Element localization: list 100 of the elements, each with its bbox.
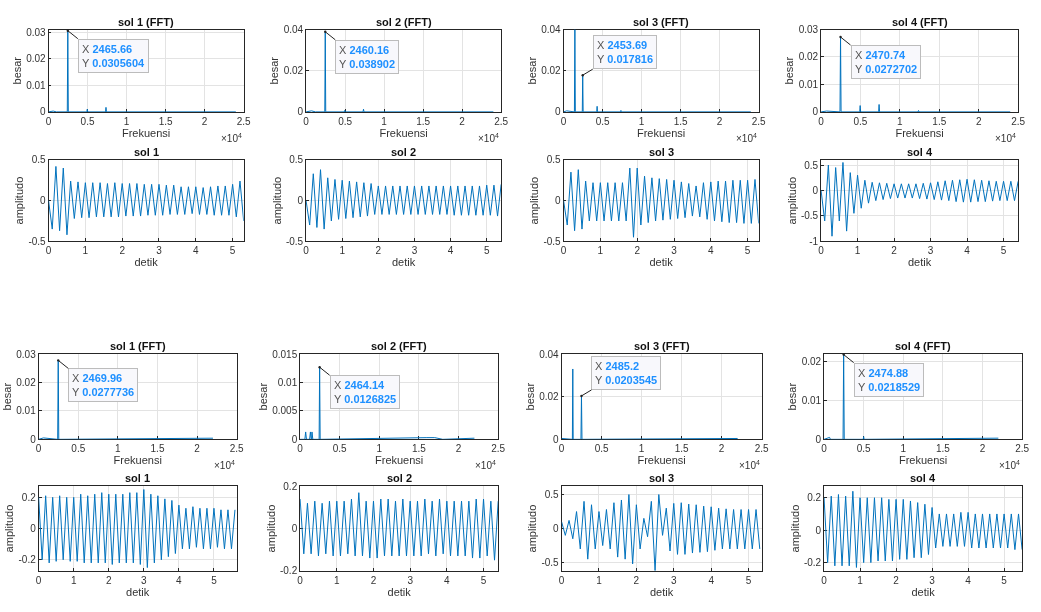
x-axis-title: detik: [911, 585, 936, 598]
text: ×10$^{4}$: [478, 132, 499, 145]
y-axis-title: besar: [268, 56, 281, 85]
y-tick-label: 0.01: [16, 405, 37, 417]
x-tick-label: 5: [480, 574, 487, 586]
x-tick-label: 1.5: [932, 115, 947, 127]
chart-title: sol 3: [649, 472, 675, 484]
y-tick-label: 0: [40, 106, 47, 118]
x-tick-label: 2: [201, 115, 208, 127]
chart-title: sol 3 (FFT): [634, 340, 690, 352]
y-tick-label: 0.02: [541, 65, 562, 77]
x-axis-title: Frekuensi: [121, 126, 171, 139]
line-series: [300, 492, 499, 561]
x-tick-label: 2.5: [1015, 443, 1030, 455]
annotation: X 2474.88 Y 0.0218529: [858, 367, 921, 394]
line-series: [563, 29, 752, 112]
y-axis-title: amplitudo: [785, 176, 798, 225]
line-series: [48, 165, 244, 236]
annotation: X 2453.69 Y 0.017816: [597, 39, 654, 66]
x-axis-title: Frekuensi: [895, 126, 944, 139]
x-tick-label: 1.5: [935, 443, 951, 455]
x-tick-label: 1: [381, 115, 388, 127]
x-tick-label: 2.5: [1011, 115, 1026, 127]
x-tick-label: 3: [411, 245, 418, 257]
y-tick-label: 0: [297, 106, 304, 118]
y-tick-label: 0.02: [798, 51, 819, 63]
x-tick-label: 3: [156, 245, 163, 257]
x-tick-label: 1.5: [150, 443, 165, 455]
text: ×10$^{4}$: [475, 459, 496, 472]
x-tick-label: 3: [670, 574, 677, 586]
y-tick-label: 0.02: [283, 65, 304, 77]
line-series: [824, 354, 999, 440]
line-series: [821, 161, 1019, 237]
x-tick-label: 5: [211, 574, 218, 586]
x-tick-label: 2.5: [229, 443, 245, 455]
y-tick-label: -0.5: [541, 557, 560, 569]
x-axis-title: detik: [126, 585, 150, 598]
y-tick-label: 0.5: [544, 489, 560, 501]
x-tick-label: 2: [718, 443, 725, 455]
x-tick-label: 2: [370, 574, 377, 586]
x-tick-label: 2.5: [494, 115, 509, 127]
x-tick-label: 1: [854, 245, 861, 257]
y-axis-title: amplitudo: [788, 504, 801, 553]
x-tick-label: 2.5: [754, 443, 770, 455]
x-tick-label: 2: [634, 245, 641, 257]
x-tick-label: 2: [119, 245, 126, 257]
line-series: [561, 368, 739, 440]
x-tick-label: 0.5: [80, 115, 95, 127]
x-tick-label: 1: [857, 574, 864, 586]
x-tick-label: 2: [891, 245, 898, 257]
y-tick-label: 0.03: [16, 348, 37, 360]
x-tick-label: 1: [82, 245, 89, 257]
y-tick-label: 0.01: [277, 376, 298, 388]
x-tick-label: 2: [375, 245, 382, 257]
x-tick-label: 0.5: [71, 443, 86, 455]
x-tick-label: 0.5: [594, 443, 609, 455]
y-tick-label: 0.01: [801, 395, 822, 407]
x-tick-label: 3: [141, 574, 148, 586]
y-tick-label: 0: [553, 523, 560, 535]
y-tick-label: 0: [30, 433, 37, 445]
y-tick-label: 0: [291, 523, 298, 535]
y-tick-label: 0: [815, 524, 822, 536]
y-tick-label: 0.02: [16, 376, 37, 388]
y-tick-label: 0: [553, 433, 560, 445]
y-tick-label: 0.04: [539, 348, 560, 360]
chart-title: sol 2: [387, 472, 413, 484]
chart-title: sol 4 (FFT): [892, 16, 948, 28]
y-tick-label: 0.03: [26, 26, 47, 38]
x-tick-label: 2: [893, 574, 900, 586]
line-series: [38, 359, 214, 440]
x-tick-label: 4: [964, 245, 971, 257]
x-tick-label: 1: [596, 574, 603, 586]
annotation: X 2460.16 Y 0.038902: [339, 44, 396, 71]
y-tick-label: 0: [555, 195, 562, 207]
x-tick-label: 4: [965, 574, 972, 586]
chart-title: sol 3: [649, 146, 675, 158]
y-tick-label: 0.5: [546, 154, 562, 166]
x-tick-label: 2: [979, 443, 986, 455]
x-tick-label: 2.5: [236, 115, 252, 127]
chart-title: sol 1: [125, 472, 151, 484]
x-tick-label: 5: [745, 574, 752, 586]
x-tick-label: 1: [70, 574, 77, 586]
chart-title: sol 4: [910, 472, 936, 484]
y-axis-title: besar: [523, 382, 536, 411]
x-tick-label: 1: [638, 115, 645, 127]
y-axis-title: besar: [525, 56, 538, 85]
x-tick-label: 1: [334, 574, 341, 586]
y-tick-label: 0.015: [272, 348, 298, 360]
text: ×10$^{4}$: [736, 132, 757, 145]
y-tick-label: 0: [291, 433, 298, 445]
x-tick-label: 4: [444, 574, 451, 586]
y-tick-label: -0.5: [285, 235, 304, 247]
y-tick-label: 0.5: [31, 154, 47, 166]
y-tick-label: -0.5: [28, 235, 47, 247]
x-tick-label: 3: [407, 574, 414, 586]
line-series: [38, 489, 236, 569]
x-tick-label: 2: [105, 574, 112, 586]
x-axis-title: detik: [391, 256, 416, 269]
y-tick-label: 0: [812, 184, 819, 196]
x-axis-title: Frekuensi: [637, 454, 686, 467]
